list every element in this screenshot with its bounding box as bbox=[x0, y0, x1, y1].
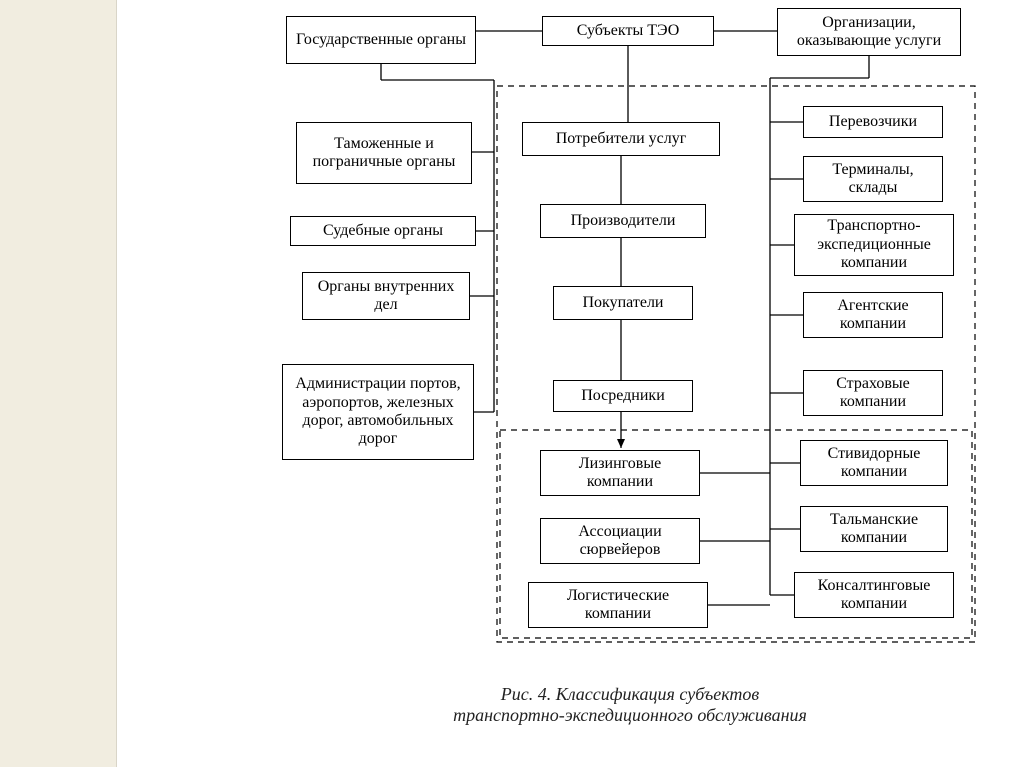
node-n19: Страховые компании bbox=[803, 370, 943, 416]
caption-line: Рис. 4. Классификация субъектов bbox=[350, 684, 910, 705]
node-n9: Производители bbox=[540, 204, 706, 238]
node-n16: Терминалы, склады bbox=[803, 156, 943, 202]
node-n2: Субъекты ТЭО bbox=[542, 16, 714, 46]
node-n20: Стивидорные компании bbox=[800, 440, 948, 486]
node-n7: Администрации портов, аэропортов, железн… bbox=[282, 364, 474, 460]
node-n17: Транспортно-экспедиционные компании bbox=[794, 214, 954, 276]
diagram-stage: Государственные органы Субъекты ТЭО Органи… bbox=[0, 0, 1024, 767]
node-n5: Судебные органы bbox=[290, 216, 476, 246]
node-n12: Лизинговые компании bbox=[540, 450, 700, 496]
node-n6: Органы внутренних дел bbox=[302, 272, 470, 320]
node-n11: Посредники bbox=[553, 380, 693, 412]
node-n4: Таможенные и пограничные органы bbox=[296, 122, 472, 184]
node-n15: Перевозчики bbox=[803, 106, 943, 138]
node-n3: Организации, оказывающие услуги bbox=[777, 8, 961, 56]
node-n21: Тальманские компании bbox=[800, 506, 948, 552]
node-n14: Логистические компании bbox=[528, 582, 708, 628]
figure-caption: Рис. 4. Классификация субъектовтранспорт… bbox=[350, 684, 910, 726]
node-n10: Покупатели bbox=[553, 286, 693, 320]
node-n18: Агентские компании bbox=[803, 292, 943, 338]
node-n1: Государственные органы bbox=[286, 16, 476, 64]
page-sidebar bbox=[0, 0, 117, 767]
caption-line: транспортно-экспедиционного обслуживания bbox=[350, 705, 910, 726]
node-n22: Консалтинговые компании bbox=[794, 572, 954, 618]
node-n13: Ассоциации сюрвейеров bbox=[540, 518, 700, 564]
node-n8: Потребители услуг bbox=[522, 122, 720, 156]
